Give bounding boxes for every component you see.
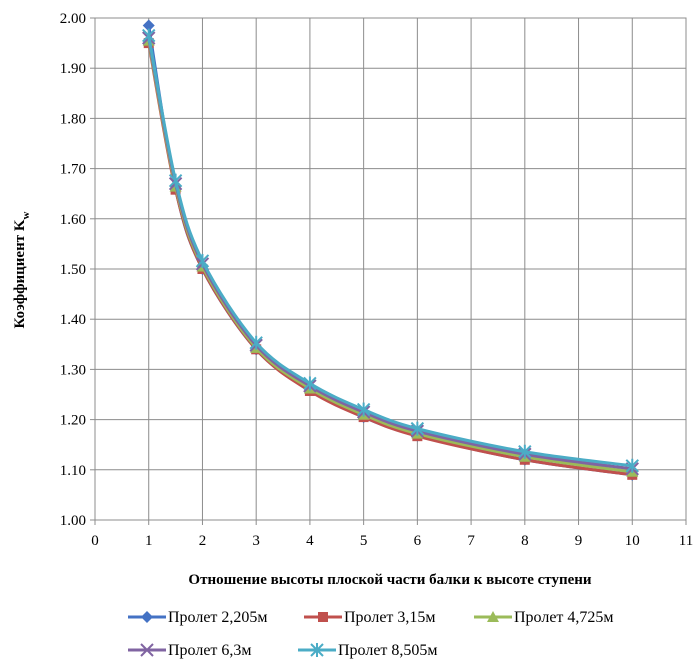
y-tick-label: 1.60 (60, 212, 86, 228)
series-5 (142, 28, 639, 473)
tick-labels: 1.00 1.10 1.20 1.30 1.40 1.50 1.60 1.70 1.80 1.90… (60, 11, 693, 549)
y-axis-label: Коэффициент Kw (12, 211, 32, 328)
series-5-point (168, 173, 183, 188)
series-5-point (303, 376, 317, 391)
legend-swatch-marker (318, 612, 328, 622)
y-axis-label-main: Коэффициент K (12, 219, 28, 328)
x-tick-label: 4 (306, 533, 314, 549)
x-tick-label: 2 (199, 533, 207, 549)
legend-label: Пролет 2,205м (168, 609, 268, 626)
series-5-point (356, 402, 371, 417)
y-tick-label: 1.50 (60, 262, 86, 278)
x-tick-label: 3 (252, 533, 260, 549)
y-tick-label: 1.20 (60, 413, 86, 429)
legend-item: Пролет 2,205м (128, 609, 268, 626)
series-5-point (518, 444, 532, 459)
legend-item: Пролет 3,15м (304, 609, 436, 626)
x-tick-label: 0 (91, 533, 99, 549)
y-tick-label: 1.00 (60, 513, 86, 529)
x-tick-label: 6 (414, 533, 422, 549)
legend-item: Пролет 6,3м (128, 642, 252, 659)
y-tick-label: 1.70 (60, 162, 86, 178)
legend-item: Пролет 8,505м (298, 642, 438, 659)
legend-label: Пролет 8,505м (338, 642, 438, 659)
y-tick-label: 1.80 (60, 111, 86, 127)
series-5-point (195, 253, 210, 268)
x-tick-label: 10 (625, 533, 640, 549)
legend-swatch-marker (140, 643, 154, 657)
legend-swatch-marker (310, 643, 324, 657)
y-tick-label: 2.00 (60, 11, 86, 27)
series-5-point (410, 421, 425, 436)
x-tick-label: 1 (145, 533, 153, 549)
y-tick-label: 1.90 (60, 61, 86, 77)
x-tick-label: 5 (360, 533, 368, 549)
axes (90, 17, 687, 525)
x-tick-label: 11 (679, 533, 693, 549)
y-axis-label-sub: w (20, 211, 32, 219)
series-5-point (249, 335, 263, 350)
legend-label: Пролет 4,725м (514, 609, 614, 626)
y-tick-label: 1.30 (60, 362, 86, 378)
plot-border (94, 17, 687, 521)
series-5-point (625, 458, 639, 473)
x-tick-label: 7 (467, 533, 475, 549)
legend-swatch-marker (487, 611, 499, 622)
x-tick-label: 8 (521, 533, 529, 549)
legend-swatch-marker-stroke (140, 643, 154, 657)
legend-item: Пролет 4,725м (474, 609, 614, 626)
legend-swatch-marker (141, 611, 153, 623)
series-group (142, 19, 639, 481)
x-axis-label: Отношение высоты плоской части балки к в… (188, 572, 592, 588)
legend: Пролет 2,205м Пролет 3,15м Пролет 4,725м Пр… (128, 609, 614, 659)
series-1-point (142, 19, 155, 32)
y-tick-label: 1.40 (60, 312, 86, 328)
x-tick-label: 9 (575, 533, 583, 549)
series-5-point (142, 28, 156, 43)
legend-label: Пролет 3,15м (344, 609, 436, 626)
legend-label: Пролет 6,3м (168, 642, 252, 659)
grid (94, 17, 687, 521)
y-tick-label: 1.10 (60, 463, 86, 479)
